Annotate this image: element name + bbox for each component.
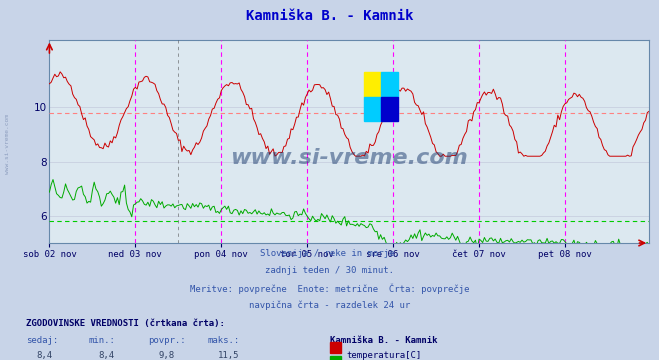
Text: temperatura[C]: temperatura[C] bbox=[347, 351, 422, 360]
Text: maks.:: maks.: bbox=[208, 336, 240, 345]
Text: www.si-vreme.com: www.si-vreme.com bbox=[5, 114, 11, 174]
Text: 8,4: 8,4 bbox=[36, 351, 52, 360]
Text: 8,4: 8,4 bbox=[99, 351, 115, 360]
Bar bbox=[364, 72, 381, 96]
Text: 11,5: 11,5 bbox=[217, 351, 239, 360]
Text: www.si-vreme.com: www.si-vreme.com bbox=[231, 148, 468, 167]
Text: povpr.:: povpr.: bbox=[148, 336, 186, 345]
Text: Kamniška B. - Kamnik: Kamniška B. - Kamnik bbox=[330, 336, 437, 345]
Text: navpična črta - razdelek 24 ur: navpična črta - razdelek 24 ur bbox=[249, 301, 410, 310]
Bar bbox=[364, 96, 381, 121]
Bar bbox=[381, 72, 398, 96]
Text: sedaj:: sedaj: bbox=[26, 336, 59, 345]
Text: min.:: min.: bbox=[89, 336, 116, 345]
Text: Kamniška B. - Kamnik: Kamniška B. - Kamnik bbox=[246, 9, 413, 23]
Text: Meritve: povprečne  Enote: metrične  Črta: povprečje: Meritve: povprečne Enote: metrične Črta:… bbox=[190, 284, 469, 294]
Text: Slovenija / reke in morje.: Slovenija / reke in morje. bbox=[260, 249, 399, 258]
Text: zadnji teden / 30 minut.: zadnji teden / 30 minut. bbox=[265, 266, 394, 275]
Bar bbox=[381, 96, 398, 121]
Text: 9,8: 9,8 bbox=[158, 351, 174, 360]
Text: ZGODOVINSKE VREDNOSTI (črtkana črta):: ZGODOVINSKE VREDNOSTI (črtkana črta): bbox=[26, 319, 225, 328]
